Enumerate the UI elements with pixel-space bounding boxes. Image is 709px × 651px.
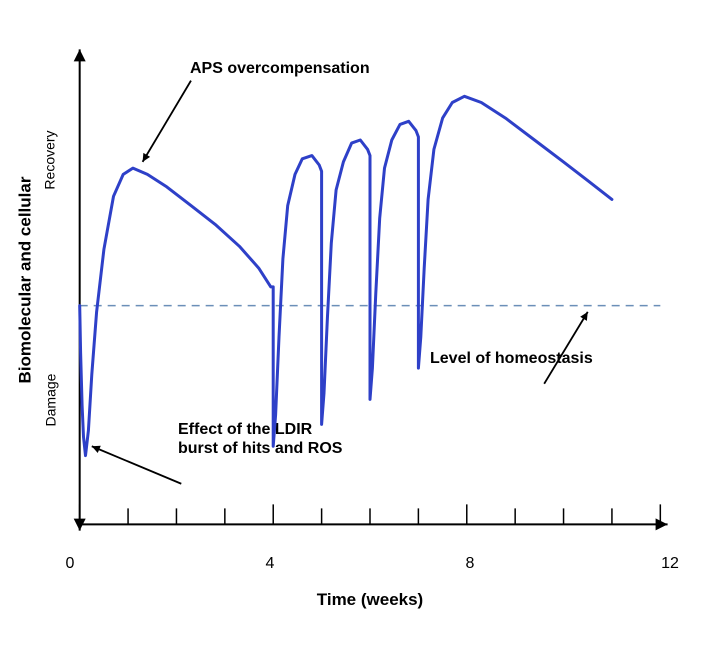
y-sub-recovery: Recovery (40, 60, 60, 260)
plot-svg (70, 40, 670, 540)
chart-container: Biomolecular and cellular Recovery Damag… (0, 0, 709, 651)
annotation-arrows (92, 81, 588, 484)
ticks-group (80, 504, 661, 524)
x-tick-12: 12 (661, 555, 679, 573)
data-curve (80, 96, 612, 455)
y-axis-title: Biomolecular and cellular (10, 30, 40, 530)
x-tick-4: 4 (266, 555, 275, 573)
y-axis-title-text: Biomolecular and cellular (15, 177, 35, 384)
x-tick-8: 8 (466, 555, 475, 573)
y-sub-damage: Damage (40, 300, 60, 500)
x-tick-0: 0 (66, 555, 75, 573)
y-sub-recovery-text: Recovery (42, 130, 58, 189)
x-axis-title-text: Time (weeks) (317, 590, 423, 609)
y-sub-damage-text: Damage (42, 374, 58, 427)
x-axis-title: Time (weeks) (70, 590, 670, 610)
